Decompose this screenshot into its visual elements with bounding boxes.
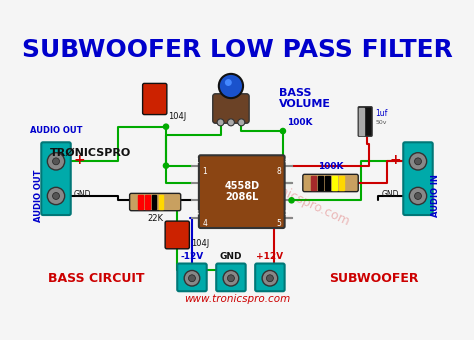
Circle shape	[410, 153, 427, 170]
Text: www.tronicspro.com: www.tronicspro.com	[231, 163, 352, 229]
FancyBboxPatch shape	[165, 221, 190, 249]
FancyBboxPatch shape	[213, 94, 249, 123]
Circle shape	[164, 124, 169, 129]
Circle shape	[225, 79, 232, 86]
Bar	[325, 176, 329, 190]
Text: BASS CIRCUIT: BASS CIRCUIT	[48, 272, 145, 285]
Text: 4: 4	[194, 210, 199, 216]
Bar	[145, 195, 149, 209]
Bar	[159, 195, 164, 209]
Bar	[311, 176, 316, 190]
Text: 1: 1	[202, 167, 207, 176]
Circle shape	[266, 275, 273, 282]
FancyBboxPatch shape	[41, 142, 71, 215]
Text: AUDIO IN: AUDIO IN	[431, 174, 440, 217]
Bar	[359, 108, 365, 135]
Circle shape	[53, 158, 59, 165]
Text: GND: GND	[73, 190, 91, 199]
Text: +12V: +12V	[256, 252, 283, 261]
FancyBboxPatch shape	[255, 264, 284, 291]
Bar	[319, 176, 323, 190]
Circle shape	[184, 270, 200, 286]
Circle shape	[47, 187, 64, 205]
Text: GND: GND	[219, 252, 242, 261]
Text: 1: 1	[194, 158, 199, 164]
Text: SUBWOOFER LOW PASS FILTER: SUBWOOFER LOW PASS FILTER	[21, 38, 453, 62]
Circle shape	[415, 192, 421, 200]
Text: 100K: 100K	[287, 118, 313, 127]
Text: AUDIO OUT: AUDIO OUT	[30, 126, 82, 135]
Circle shape	[228, 275, 235, 282]
Text: SUBWOOFER: SUBWOOFER	[329, 272, 419, 285]
Circle shape	[289, 198, 294, 203]
FancyBboxPatch shape	[358, 107, 372, 136]
Text: www.tronicspro.com: www.tronicspro.com	[184, 294, 290, 304]
Circle shape	[53, 192, 59, 200]
Text: GND: GND	[382, 190, 399, 199]
Text: 5: 5	[276, 219, 281, 228]
Circle shape	[410, 187, 427, 205]
Bar	[339, 176, 344, 190]
Text: 8: 8	[276, 167, 281, 176]
Text: 4: 4	[202, 219, 208, 228]
Circle shape	[228, 119, 235, 126]
Text: 100K: 100K	[318, 162, 343, 171]
Bar	[138, 195, 143, 209]
Text: 22K: 22K	[147, 214, 163, 223]
Text: 50v: 50v	[375, 120, 387, 125]
Text: 104J: 104J	[191, 239, 210, 248]
FancyBboxPatch shape	[199, 155, 284, 228]
Circle shape	[238, 119, 245, 126]
Circle shape	[223, 270, 239, 286]
FancyBboxPatch shape	[216, 264, 246, 291]
Text: 4558D
2086L: 4558D 2086L	[224, 181, 259, 202]
FancyBboxPatch shape	[303, 174, 358, 192]
Circle shape	[219, 74, 243, 98]
Text: TRØNICSPRO: TRØNICSPRO	[50, 148, 131, 158]
Circle shape	[280, 129, 285, 134]
Text: +: +	[73, 153, 85, 167]
Text: AUDIO OUT: AUDIO OUT	[34, 170, 43, 222]
FancyBboxPatch shape	[143, 83, 167, 115]
Text: BASS
VOLUME: BASS VOLUME	[279, 88, 330, 109]
Circle shape	[189, 275, 195, 282]
FancyBboxPatch shape	[177, 264, 207, 291]
Text: 5: 5	[284, 210, 289, 216]
Text: 1uf: 1uf	[375, 109, 388, 118]
Circle shape	[262, 270, 278, 286]
Bar	[152, 195, 156, 209]
Circle shape	[164, 163, 169, 168]
Circle shape	[217, 119, 224, 126]
Text: +: +	[389, 153, 401, 167]
Text: 8: 8	[284, 158, 289, 164]
Circle shape	[47, 153, 64, 170]
Bar	[332, 176, 337, 190]
FancyBboxPatch shape	[403, 142, 433, 215]
Text: 104J: 104J	[169, 112, 187, 121]
Text: -12V: -12V	[180, 252, 204, 261]
FancyBboxPatch shape	[129, 193, 181, 211]
Circle shape	[415, 158, 421, 165]
